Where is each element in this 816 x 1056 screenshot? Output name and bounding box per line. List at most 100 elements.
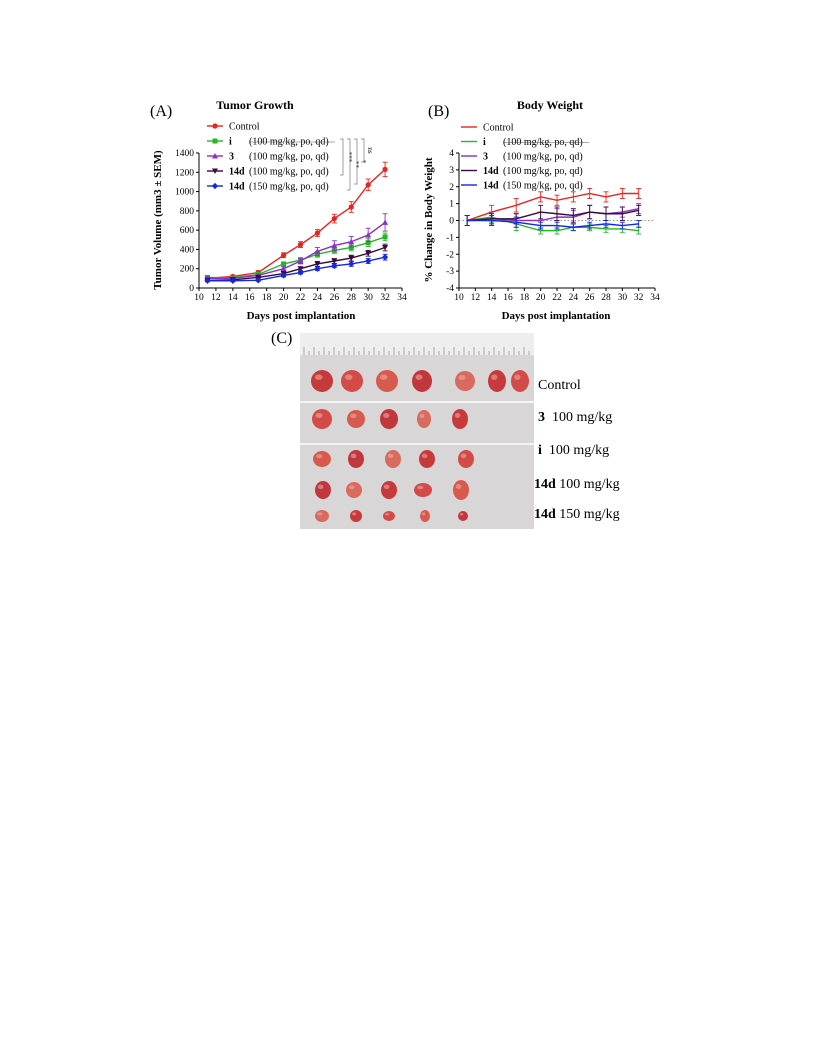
x-tick-label: 14 [228,293,238,303]
tumor-shape [458,511,468,521]
tumor-shape [350,510,362,522]
tumor-sample [381,481,397,499]
y-tick-label: -2 [446,250,454,260]
body-weight-chart: Body Weight 10 12 14 16 18 20 22 24 26 28 30 32 34-4… [423,98,660,322]
legend-label: Control [229,122,260,133]
tumor-shape [458,450,474,468]
legend-item-3: 14d (100 mg/kg, po, qd) [207,167,329,178]
data-point [297,242,304,248]
data-point [382,253,389,261]
tumor-highlight [459,513,464,516]
tumor-highlight [350,413,357,419]
tumor-highlight [421,453,428,459]
legend-compound-id: 3 [483,152,488,163]
row-label-control: Control [538,378,581,393]
data-point [348,245,354,250]
y-tick-label: 0 [449,217,454,227]
y-tick-label: 0 [189,284,194,294]
series-line [467,208,639,222]
tumor-highlight [455,484,462,489]
tumor-shape [347,410,365,428]
significance-bracket-3: ns [361,138,374,163]
tumor-sample [380,409,398,429]
tumor-highlight [344,374,353,380]
tumor-highlight [491,374,498,380]
data-point [382,219,389,225]
tumor-sample [417,410,431,428]
tumor-shape [488,370,506,392]
legend-compound-id: 3 [229,152,234,163]
tumor-sample [383,511,395,521]
x-tick-label: 10 [194,293,204,303]
x-tick-label: 12 [471,293,481,303]
legend-compound-id: 14d [229,167,245,178]
tumor-shape [414,483,432,497]
y-tick-label: 3 [449,166,454,176]
tumor-sample [341,370,363,392]
chart-title: Tumor Growth [216,98,294,112]
legend-label: Control [483,123,514,134]
tumor-shape [419,450,435,468]
tumor-highlight [383,484,390,490]
data-point [348,204,354,210]
tumor-shape [380,409,398,429]
tumor-sample [488,370,506,392]
tumor-shape [385,450,401,468]
tumor-highlight [317,484,324,490]
legend-marker [212,153,218,159]
x-tick-label: 14 [487,293,497,303]
significance-bracket-1: ** [347,138,360,191]
series-3 [204,243,389,284]
x-tick-label: 30 [363,293,373,303]
data-point [314,265,321,272]
legend-item-2: 3 (100 mg/kg, po, qd) [207,152,329,163]
series-4 [464,214,642,232]
y-tick-label: 1000 [175,188,194,198]
legend-marker [212,138,218,144]
data-point [255,277,262,284]
tumor-sample [347,410,365,428]
y-tick-label: 2 [449,183,454,193]
data-point [297,258,304,264]
data-point [365,231,372,238]
legend-compound-id: 14d [229,182,245,193]
legend-item-0: Control [207,122,260,133]
bracket-line [354,138,358,185]
tumor-photo-image [300,333,534,529]
row-label-i: i 100 mg/kg [538,443,610,458]
series-line [207,168,386,280]
x-tick-label: 24 [313,293,323,303]
data-point [280,252,287,258]
tumor-sample [412,370,432,392]
row-label-14d-100: 14d 100 mg/kg [534,477,620,492]
legend-item-1: i (100 mg/kg, po, qd) [461,137,589,148]
legend-marker [212,182,218,190]
tumor-growth-chart: Tumor Growth 10 12 14 16 18 20 22 24 26 28 30 32 340… [152,98,407,322]
data-point [314,261,321,267]
tumor-shape [417,410,431,428]
tumor-highlight [383,413,390,418]
legend-compound-id: 14d [483,166,499,177]
panel-b-letter: (B) [428,103,450,120]
x-tick-label: 34 [397,293,407,303]
tumor-sample [511,370,529,392]
tumor-shape [381,481,397,499]
x-tick-label: 32 [634,293,644,303]
bracket-line [340,138,344,176]
data-point [280,272,287,279]
series-line [207,236,386,279]
row-label-14d-150: 14d 150 mg/kg [534,507,620,522]
legend-item-4: 14d (150 mg/kg, po, qd) [207,182,329,193]
legend-dose: (100 mg/kg, po, qd) [503,152,583,163]
tumor-sample [315,510,329,522]
tumor-highlight [458,375,466,380]
tumor-sample [452,409,468,429]
y-tick-label: 1200 [175,168,194,178]
legend-item-1: i (100 mg/kg, po, qd) [207,137,335,148]
tumor-highlight [454,413,461,418]
series-line [467,216,639,232]
legend-dose: (150 mg/kg, po, qd) [503,181,583,192]
tumor-highlight [317,512,323,516]
series-line [467,219,639,228]
tumor-highlight [348,485,355,490]
